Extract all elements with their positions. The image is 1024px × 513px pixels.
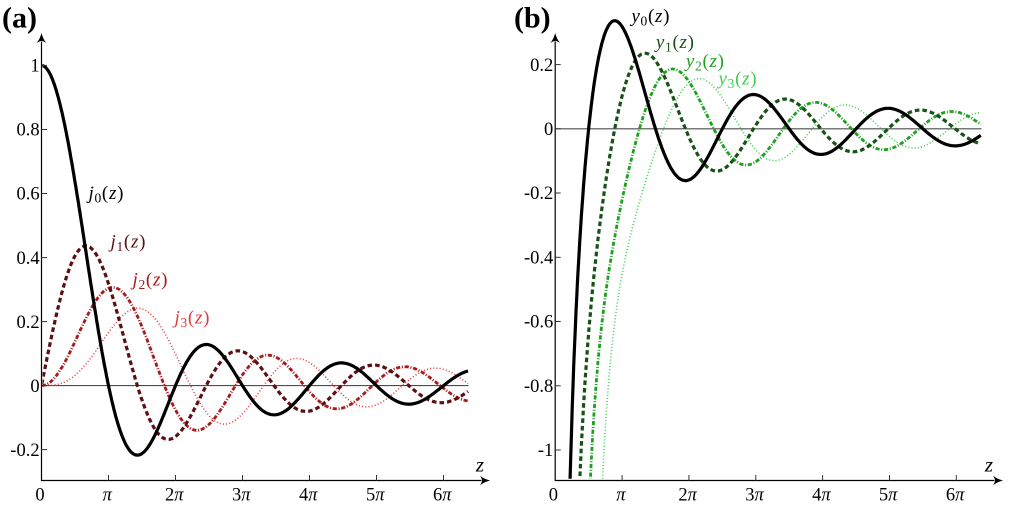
svg-text:-0.8: -0.8 [524, 377, 553, 397]
svg-text:0.2: 0.2 [16, 313, 39, 333]
svg-text:j0(z): j0(z) [85, 183, 124, 206]
svg-text:π: π [616, 485, 626, 505]
svg-text:5π: 5π [879, 485, 898, 505]
svg-text:π: π [103, 485, 113, 505]
svg-text:-0.2: -0.2 [10, 441, 39, 461]
svg-text:(a): (a) [2, 2, 37, 35]
svg-text:j2(z): j2(z) [129, 270, 168, 293]
svg-text:y0(z): y0(z) [629, 6, 670, 29]
svg-text:y2(z): y2(z) [684, 51, 725, 74]
svg-text:-0.2: -0.2 [524, 184, 553, 204]
svg-text:-0.4: -0.4 [524, 249, 553, 269]
svg-text:4π: 4π [812, 485, 831, 505]
svg-text:0.8: 0.8 [16, 121, 39, 141]
svg-text:0.4: 0.4 [16, 249, 39, 269]
svg-text:j3(z): j3(z) [171, 308, 210, 331]
svg-text:0: 0 [544, 120, 553, 140]
svg-text:3π: 3π [232, 485, 251, 505]
svg-text:y1(z): y1(z) [654, 32, 695, 55]
svg-text:6π: 6π [946, 485, 965, 505]
svg-text:-0.6: -0.6 [524, 313, 553, 333]
svg-text:6π: 6π [433, 485, 452, 505]
svg-text:(b): (b) [514, 2, 551, 35]
svg-text:z: z [475, 452, 484, 476]
svg-text:-1: -1 [538, 441, 553, 461]
svg-text:0.2: 0.2 [530, 56, 553, 76]
svg-text:5π: 5π [366, 485, 385, 505]
svg-text:z: z [984, 452, 993, 476]
svg-text:4π: 4π [299, 485, 318, 505]
svg-text:y3(z): y3(z) [717, 69, 758, 92]
svg-text:0.6: 0.6 [16, 185, 39, 205]
svg-text:2π: 2π [678, 485, 697, 505]
svg-text:j1(z): j1(z) [107, 232, 146, 255]
svg-text:0: 0 [30, 377, 39, 397]
svg-text:2π: 2π [165, 485, 184, 505]
svg-text:0: 0 [549, 485, 558, 505]
svg-text:3π: 3π [745, 485, 764, 505]
svg-text:1: 1 [30, 57, 39, 77]
svg-text:0: 0 [35, 485, 44, 505]
